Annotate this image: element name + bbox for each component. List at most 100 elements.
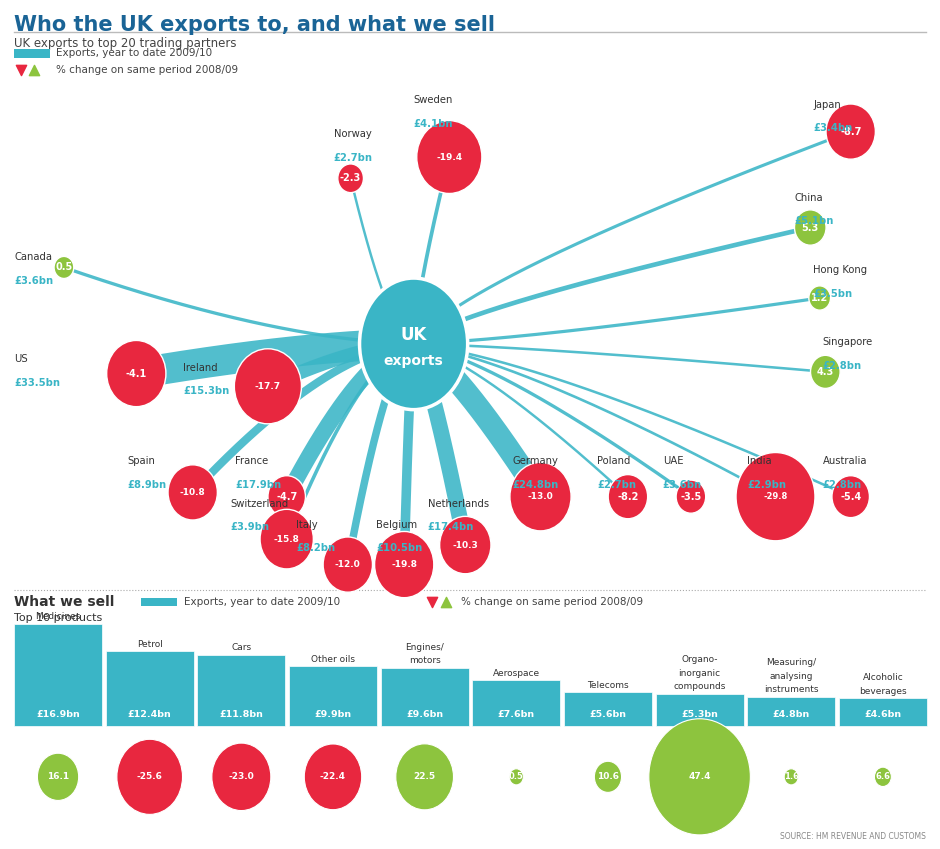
Text: £7.6bn: £7.6bn	[498, 710, 535, 719]
Text: -8.7: -8.7	[840, 127, 861, 137]
Text: % change on same period 2008/09: % change on same period 2008/09	[56, 65, 239, 75]
Text: Cars: Cars	[231, 644, 251, 652]
Ellipse shape	[594, 762, 621, 792]
Ellipse shape	[416, 121, 482, 194]
Text: Top 10 products: Top 10 products	[14, 613, 102, 623]
FancyBboxPatch shape	[381, 668, 469, 726]
Text: £4.8bn: £4.8bn	[773, 710, 810, 719]
Point	[438, 595, 453, 609]
Text: France: France	[235, 456, 268, 466]
FancyBboxPatch shape	[564, 692, 652, 726]
Text: -13.0: -13.0	[527, 492, 554, 501]
Text: India: India	[747, 456, 772, 466]
Text: -3.5: -3.5	[681, 492, 701, 502]
Text: Measuring/: Measuring/	[766, 658, 816, 667]
Text: beverages: beverages	[859, 687, 907, 695]
Text: £24.8bn: £24.8bn	[512, 480, 558, 490]
Text: £4.6bn: £4.6bn	[865, 710, 901, 719]
Text: 1.2: 1.2	[811, 293, 828, 303]
Text: £5.6bn: £5.6bn	[589, 710, 626, 719]
Text: Aerospace: Aerospace	[493, 668, 540, 678]
Text: What we sell: What we sell	[14, 595, 115, 609]
Ellipse shape	[54, 256, 74, 278]
Text: 16.1: 16.1	[47, 773, 70, 781]
FancyBboxPatch shape	[141, 598, 177, 606]
Text: £2.7bn: £2.7bn	[597, 480, 635, 490]
FancyBboxPatch shape	[656, 694, 744, 726]
Text: £15.3bn: £15.3bn	[183, 386, 229, 396]
Text: £3.9bn: £3.9bn	[230, 522, 269, 532]
Text: £3.6bn: £3.6bn	[663, 480, 702, 490]
Text: UK exports to top 20 trading partners: UK exports to top 20 trading partners	[14, 37, 237, 50]
Text: 4.3: 4.3	[817, 367, 834, 377]
Text: £3.4bn: £3.4bn	[813, 123, 853, 133]
Text: £16.9bn: £16.9bn	[36, 710, 80, 719]
Ellipse shape	[305, 744, 362, 810]
Text: -4.7: -4.7	[276, 492, 297, 502]
Text: Poland: Poland	[597, 456, 631, 466]
Text: UAE: UAE	[663, 456, 683, 466]
Text: Germany: Germany	[512, 456, 558, 466]
Text: £33.5bn: £33.5bn	[14, 378, 60, 388]
Ellipse shape	[736, 453, 815, 541]
Text: instruments: instruments	[764, 685, 819, 694]
FancyBboxPatch shape	[839, 698, 927, 726]
Point	[13, 63, 28, 76]
Text: 0.5: 0.5	[509, 773, 524, 781]
Text: -22.4: -22.4	[320, 773, 346, 781]
Text: £2.9bn: £2.9bn	[747, 480, 786, 490]
Text: -17.7: -17.7	[255, 382, 281, 391]
Ellipse shape	[810, 355, 840, 389]
Ellipse shape	[234, 349, 302, 424]
Text: Telecoms: Telecoms	[588, 681, 629, 689]
Text: £12.4bn: £12.4bn	[128, 710, 172, 719]
Text: 10.6: 10.6	[597, 773, 619, 781]
Text: 47.4: 47.4	[688, 773, 711, 781]
Text: Hong Kong: Hong Kong	[813, 265, 868, 275]
Text: -10.8: -10.8	[180, 488, 206, 497]
Ellipse shape	[268, 475, 306, 518]
Text: Petrol: Petrol	[136, 639, 163, 649]
Text: Sweden: Sweden	[414, 95, 453, 105]
Text: exports: exports	[384, 354, 444, 368]
Ellipse shape	[212, 743, 271, 811]
Ellipse shape	[676, 481, 706, 513]
Ellipse shape	[509, 463, 572, 531]
Ellipse shape	[509, 769, 524, 784]
Text: Who the UK exports to, and what we sell: Who the UK exports to, and what we sell	[14, 15, 495, 36]
Text: -12.0: -12.0	[335, 560, 361, 569]
Ellipse shape	[359, 278, 468, 410]
FancyBboxPatch shape	[473, 680, 560, 726]
Text: Switzerland: Switzerland	[230, 498, 289, 509]
Text: £9.9bn: £9.9bn	[315, 710, 352, 719]
Ellipse shape	[608, 475, 648, 519]
Ellipse shape	[117, 739, 182, 814]
Text: £2.8bn: £2.8bn	[822, 361, 862, 371]
Text: -10.3: -10.3	[452, 541, 478, 549]
Ellipse shape	[323, 537, 372, 593]
Ellipse shape	[106, 340, 165, 407]
Text: China: China	[794, 193, 822, 203]
Ellipse shape	[832, 475, 870, 518]
Text: -19.8: -19.8	[391, 560, 417, 569]
Point	[26, 63, 41, 76]
Text: £2.8bn: £2.8bn	[822, 480, 862, 490]
Text: Ireland: Ireland	[183, 363, 218, 373]
Text: Engines/: Engines/	[405, 643, 444, 652]
Text: £3.6bn: £3.6bn	[14, 276, 54, 286]
Text: Singapore: Singapore	[822, 337, 872, 347]
Text: £5.3bn: £5.3bn	[682, 710, 718, 719]
Text: -2.3: -2.3	[340, 173, 361, 183]
Text: Organo-: Organo-	[682, 655, 718, 664]
Text: inorganic: inorganic	[679, 669, 721, 678]
Text: analysing: analysing	[770, 672, 813, 681]
Ellipse shape	[808, 286, 831, 310]
Text: -23.0: -23.0	[228, 773, 254, 781]
Text: £11.8bn: £11.8bn	[219, 710, 263, 719]
Ellipse shape	[396, 744, 453, 810]
Ellipse shape	[374, 531, 434, 598]
Text: Alcoholic: Alcoholic	[863, 673, 903, 682]
Ellipse shape	[38, 753, 79, 801]
Ellipse shape	[794, 210, 826, 245]
Ellipse shape	[649, 719, 750, 835]
